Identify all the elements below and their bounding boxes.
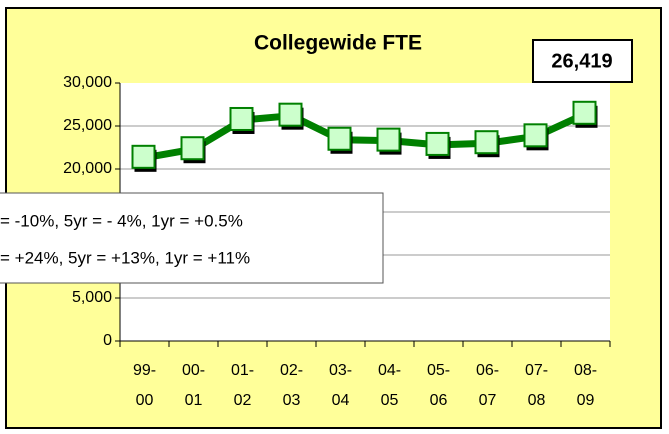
- marker: [327, 126, 352, 151]
- x-tick-label: 02-: [280, 362, 303, 379]
- marker: [474, 130, 499, 155]
- x-tick-label: 00: [136, 392, 154, 409]
- marker: [180, 136, 205, 161]
- x-tick-label: 05-: [427, 362, 450, 379]
- y-tick-label: 0: [103, 332, 112, 349]
- x-tick-label: 03-: [329, 362, 352, 379]
- marker: [229, 106, 254, 131]
- x-tick-label: 07-: [525, 362, 548, 379]
- marker: [278, 102, 303, 127]
- marker: [572, 100, 597, 125]
- annotation-box: [0, 192, 384, 284]
- x-tick-label: 01-: [231, 362, 254, 379]
- x-tick-label: 03: [283, 392, 301, 409]
- x-tick-label: 02: [234, 392, 252, 409]
- x-tick-label: 06-: [476, 362, 499, 379]
- x-tick-label: 08-: [574, 362, 597, 379]
- y-tick-label: 30,000: [63, 74, 112, 91]
- x-tick-label: 05: [381, 392, 399, 409]
- x-tick-label: 01: [185, 392, 203, 409]
- y-tick-label: 20,000: [63, 160, 112, 177]
- x-tick-label: 04: [332, 392, 350, 409]
- x-tick-label: 00-: [182, 362, 205, 379]
- marker: [376, 127, 401, 152]
- x-tick-label: 99-: [133, 362, 156, 379]
- value-label: 26,419: [551, 50, 612, 72]
- x-tick-label: 09: [577, 392, 595, 409]
- value-label-box: [532, 39, 633, 83]
- x-tick-label: 07: [479, 392, 497, 409]
- x-tick-label: 06: [430, 392, 448, 409]
- annotation: = +24%, 5yr = +13%, 1yr = +11%: [0, 248, 250, 267]
- y-tick-label: 5,000: [72, 289, 112, 306]
- marker: [523, 123, 548, 148]
- annotation: = -10%, 5yr = - 4%, 1yr = +0.5%: [0, 211, 243, 230]
- x-tick-label: 08: [528, 392, 546, 409]
- y-tick-label: 25,000: [63, 117, 112, 134]
- marker: [131, 144, 156, 169]
- series-line: [143, 110, 587, 162]
- marker: [425, 131, 450, 156]
- chart-title: Collegewide FTE: [254, 32, 422, 55]
- x-tick-label: 04-: [378, 362, 401, 379]
- marks: 05,00010,00015,00020,00025,00030,00099-0…: [63, 39, 633, 409]
